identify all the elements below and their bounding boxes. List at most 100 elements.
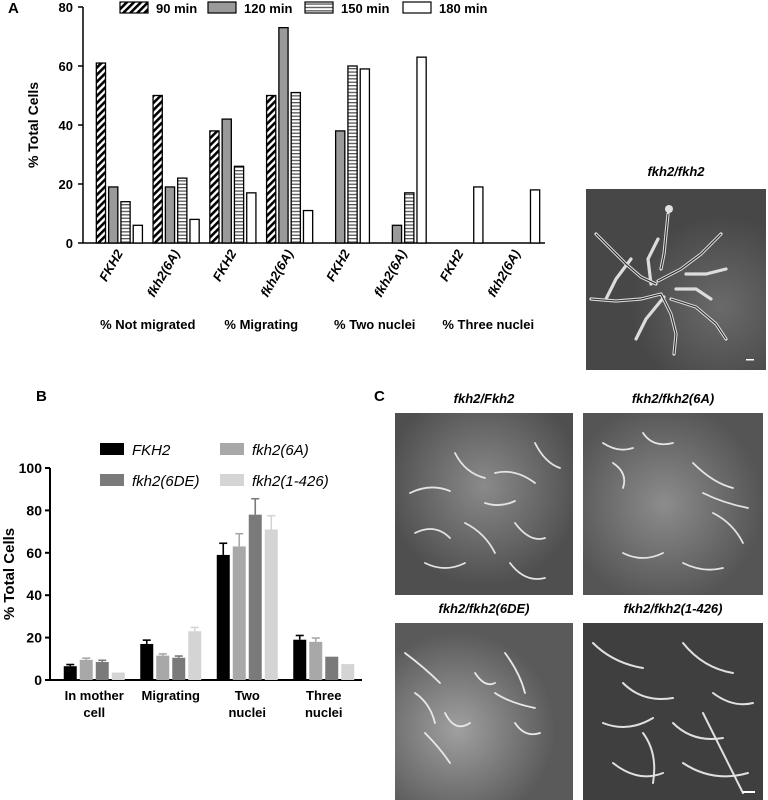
b-y-tick-label: 60: [26, 545, 42, 561]
micrograph-label-4: fkh2/fkh2(1-426): [623, 601, 723, 616]
b-bar: [293, 639, 307, 680]
b-x-tick-label: In mother: [65, 688, 124, 703]
a-bar: [302, 209, 314, 244]
a-bar: [221, 118, 232, 244]
b-legend-label: fkh2(6DE): [132, 473, 200, 490]
b-x-tick-label: nuclei: [305, 705, 343, 720]
chart-b: 0 20 40 60 80 100 % Total Cells In mother cell Mi…: [1, 442, 362, 720]
a-x-tick-label: FKH2: [437, 246, 467, 284]
b-bar: [264, 529, 278, 680]
b-bar: [140, 643, 154, 680]
b-x-tick-label: Three: [306, 688, 341, 703]
a-y-axis-label: % Total Cells: [25, 82, 41, 168]
b-bar: [63, 666, 77, 680]
a-legend-swatch: [207, 1, 237, 14]
b-y-tick-label: 80: [26, 502, 42, 518]
a-x-tick-label: FKH2: [210, 246, 240, 284]
a-bar: [473, 186, 484, 244]
a-bar: [529, 189, 541, 244]
micrograph-1-image: [395, 413, 573, 595]
a-bar: [290, 91, 302, 244]
a-group-label: % Not migrated: [100, 317, 195, 332]
micrograph-3-image: [395, 623, 573, 800]
micrograph-2: [583, 413, 763, 595]
b-x-tick-label: Migrating: [142, 688, 201, 703]
b-legend-swatch: [100, 443, 124, 455]
b-y-tick-label: 0: [34, 672, 42, 688]
micrograph-single-image: [586, 189, 766, 370]
a-y-tick-label: 40: [59, 118, 73, 133]
a-bar: [404, 192, 415, 244]
b-y-tick-label: 100: [19, 460, 43, 476]
panel-a-letter: A: [8, 0, 19, 17]
a-bar: [278, 26, 289, 244]
a-legend-label: 120 min: [244, 1, 292, 16]
a-legend-swatch: [304, 1, 334, 14]
a-legend-swatch: [119, 1, 149, 14]
b-bar: [156, 655, 170, 680]
micrograph-label-3: fkh2/fkh2(6DE): [438, 601, 530, 616]
a-bar: [416, 56, 427, 244]
b-y-tick-label: 20: [26, 630, 42, 646]
b-legend-label: FKH2: [132, 442, 171, 459]
micrograph-single: [586, 189, 766, 370]
b-bar: [216, 554, 230, 680]
micrograph-label-single: fkh2/fkh2: [647, 164, 705, 179]
panel-c-letter: C: [374, 388, 385, 405]
b-legend-swatch: [220, 443, 244, 455]
b-bar: [232, 546, 246, 680]
a-bar: [391, 224, 403, 244]
a-y-tick-label: 60: [59, 59, 73, 74]
a-bar: [347, 65, 358, 244]
micrograph-3: [395, 623, 573, 800]
a-legend-label: 90 min: [156, 1, 197, 16]
a-bar: [246, 192, 257, 244]
b-legend-swatch: [220, 474, 244, 486]
a-bar: [359, 68, 371, 244]
b-y-axis-label: % Total Cells: [1, 528, 18, 620]
a-bar: [132, 224, 144, 244]
a-x-tick-label: FKH2: [323, 246, 353, 284]
a-legend-swatch: [402, 1, 432, 14]
micrograph-label-1: fkh2/Fkh2: [453, 391, 515, 406]
micrograph-4-image: [583, 623, 763, 800]
b-bar: [188, 631, 202, 680]
a-legend-label: 150 min: [341, 1, 389, 16]
b-bar: [95, 661, 109, 680]
chart-a: 0 20 40 60 80 % Total Cells FKH2 fkh2(6A) FKH2 fk…: [25, 0, 545, 332]
a-bar: [120, 201, 131, 244]
b-legend-swatch: [100, 474, 124, 486]
b-bar: [111, 672, 125, 680]
b-bar: [309, 641, 323, 680]
a-x-tick-label: FKH2: [96, 246, 126, 284]
a-bar: [152, 94, 163, 244]
a-x-tick-label: fkh2(6A): [144, 247, 183, 300]
b-bar: [248, 514, 262, 680]
a-legend-label: 180 min: [439, 1, 487, 16]
b-bar: [79, 659, 93, 680]
b-legend-label: fkh2(6A): [252, 442, 309, 459]
b-x-tick-label: Two: [235, 688, 260, 703]
a-group-label: % Three nuclei: [442, 317, 534, 332]
b-bar: [325, 656, 339, 680]
a-x-tick-label: fkh2(6A): [371, 247, 410, 300]
a-y-tick-label: 80: [59, 0, 73, 15]
a-group-label: % Two nuclei: [334, 317, 415, 332]
b-x-tick-label: nuclei: [228, 705, 266, 720]
a-bar: [107, 186, 119, 244]
b-bar: [172, 657, 186, 680]
a-y-tick-label: 0: [66, 236, 73, 251]
a-bar: [265, 94, 277, 244]
b-x-tick-label: cell: [83, 705, 105, 720]
b-legend-label: fkh2(1-426): [252, 473, 329, 490]
a-bar: [209, 130, 220, 244]
micrograph-label-2: fkh2/fkh2(6A): [631, 391, 715, 406]
b-bar: [341, 664, 355, 680]
a-bar: [189, 218, 200, 244]
a-x-tick-label: fkh2(6A): [484, 247, 523, 300]
a-x-tick-label: fkh2(6A): [257, 247, 296, 300]
micrograph-1: [395, 413, 573, 595]
a-group-label: % Migrating: [224, 317, 298, 332]
panel-b-letter: B: [36, 388, 47, 405]
a-bar: [233, 165, 245, 244]
